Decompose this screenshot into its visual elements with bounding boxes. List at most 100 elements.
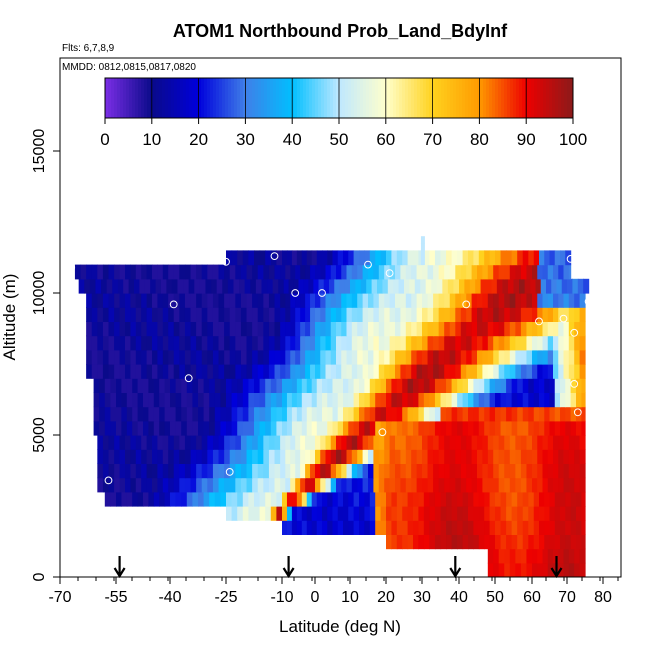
heatmap-cell (290, 449, 296, 464)
heatmap-cell (305, 477, 311, 493)
heatmap-cell (246, 435, 253, 450)
heatmap-cell (102, 449, 110, 464)
colorbar-segment (354, 78, 358, 118)
heatmap-cell (268, 435, 276, 450)
heatmap-cell (114, 477, 121, 493)
heatmap-cell (489, 420, 496, 436)
heatmap-cell (320, 463, 327, 479)
heatmap-cell (466, 264, 473, 280)
heatmap-cell (380, 420, 387, 436)
heatmap-cell (203, 491, 210, 507)
heatmap-cell (522, 420, 529, 436)
heatmap-cell (263, 435, 270, 450)
heatmap-cell (119, 477, 126, 493)
heatmap-cell (416, 477, 423, 493)
heatmap-cell (226, 420, 233, 436)
heatmap-cell (186, 491, 193, 507)
heatmap-cell (286, 392, 293, 408)
colorbar-segment (420, 78, 424, 118)
heatmap-cell (254, 420, 261, 436)
heatmap-cell (478, 378, 485, 393)
y-tick-label: 5000 (31, 417, 48, 453)
heatmap-cell (526, 548, 533, 564)
heatmap-cell (391, 250, 398, 266)
heatmap-cell (486, 278, 492, 294)
heatmap-cell (148, 406, 155, 422)
heatmap-cell (209, 491, 216, 507)
heatmap-cell (509, 264, 516, 280)
heatmap-cell (173, 335, 180, 351)
colorbar-tick-label: 40 (283, 130, 302, 149)
colorbar-segment (312, 78, 316, 118)
heatmap-cell (218, 477, 225, 493)
heatmap-cell (237, 250, 244, 266)
colorbar-segment (198, 78, 202, 118)
heatmap-cell (455, 335, 462, 351)
heatmap-cell (157, 435, 164, 450)
sample-point (291, 289, 300, 297)
heatmap-cell (433, 463, 440, 479)
heatmap-cell (498, 264, 505, 280)
heatmap-cell (380, 406, 387, 422)
heatmap-cell (246, 364, 253, 379)
heatmap-cell (526, 364, 533, 379)
heatmap-cell (576, 392, 582, 408)
heatmap-cell (196, 321, 203, 337)
heatmap-cell (143, 378, 149, 393)
heatmap-cell (482, 264, 489, 280)
colorbar-segment (570, 78, 574, 118)
heatmap-cell (101, 278, 108, 294)
heatmap-cell (558, 477, 565, 493)
heatmap-cell (102, 463, 110, 479)
heatmap-cell (386, 420, 392, 436)
heatmap-cell (446, 378, 453, 393)
heatmap-cell (337, 406, 344, 422)
heatmap-cell (330, 264, 337, 280)
heatmap-cell (380, 392, 387, 408)
heatmap-cell (362, 335, 369, 351)
heatmap-cell (336, 307, 342, 322)
heatmap-cell (576, 520, 582, 535)
heatmap-cell (570, 392, 577, 408)
heatmap-cell (201, 435, 208, 450)
heatmap-cell (378, 264, 385, 280)
heatmap-cell (393, 278, 400, 294)
colorbar-segment (246, 78, 250, 118)
heatmap-cell (438, 264, 445, 280)
heatmap-cell (520, 449, 528, 464)
heatmap-cell (186, 406, 193, 422)
heatmap-cell (332, 520, 339, 535)
heatmap-cell (539, 506, 545, 521)
heatmap-cell (537, 335, 544, 351)
heatmap-cell (130, 477, 137, 493)
colorbar-segment (108, 78, 112, 118)
heatmap-cell (565, 420, 572, 436)
heatmap-cell (565, 406, 572, 422)
heatmap-cell (547, 449, 554, 464)
heatmap-cell (254, 392, 261, 408)
heatmap-cell (561, 278, 568, 294)
heatmap-cell (565, 392, 572, 408)
heatmap-cell (391, 420, 398, 436)
heatmap-cell (468, 250, 474, 266)
heatmap-cell (413, 378, 419, 393)
heatmap-cell (190, 364, 197, 379)
heatmap-cell (290, 364, 296, 379)
heatmap-cell (114, 335, 121, 351)
heatmap-cell (504, 449, 511, 464)
heatmap-cell (386, 534, 392, 550)
heatmap-cell (542, 264, 549, 280)
heatmap-cell (558, 307, 565, 322)
heatmap-cell (449, 307, 456, 322)
heatmap-cell (270, 250, 277, 266)
heatmap-cell (190, 321, 197, 337)
heatmap-cell (455, 293, 462, 308)
heatmap-cell (198, 420, 205, 436)
heatmap-cell (229, 264, 236, 280)
heatmap-cell (520, 293, 528, 308)
heatmap-cell (549, 250, 556, 266)
heatmap-cell (341, 293, 348, 308)
heatmap-cell (528, 520, 535, 535)
heatmap-cell (522, 506, 529, 521)
heatmap-cell (207, 349, 214, 365)
